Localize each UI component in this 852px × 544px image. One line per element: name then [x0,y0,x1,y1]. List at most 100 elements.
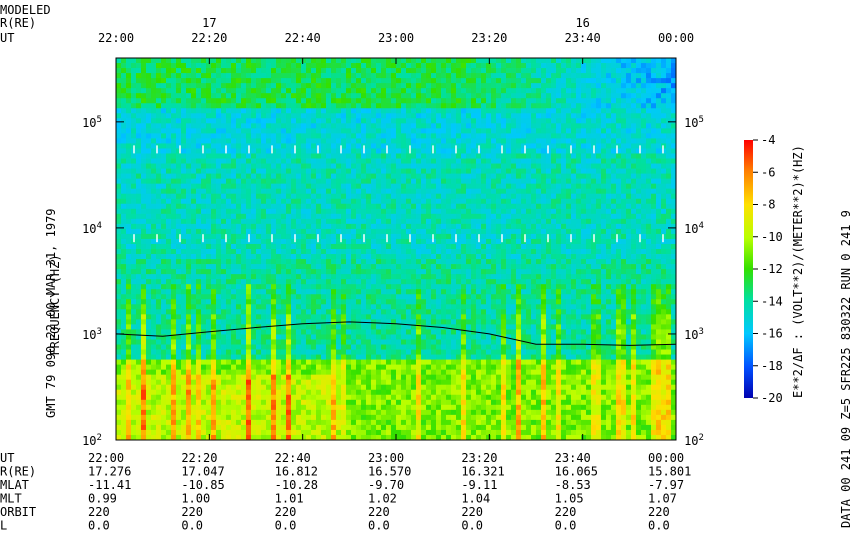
heatmap-cell [366,264,372,270]
heatmap-cell [166,198,172,205]
heatmap-cell [321,63,327,69]
heatmap-cell [276,289,282,295]
heatmap-cell [251,213,257,220]
heatmap-cell [161,88,167,94]
heatmap-cell [366,93,372,99]
heatmap-cell [201,108,207,114]
heatmap-cell [301,223,307,230]
heatmap-cell [356,183,362,190]
heatmap-cell [296,178,302,185]
heatmap-cell [411,168,417,175]
heatmap-cell [406,329,412,335]
heatmap-cell [416,364,422,371]
heatmap-cell [246,93,252,99]
heatmap-cell [441,118,447,124]
heatmap-cell [241,394,247,401]
heatmap-cell [316,429,322,436]
heatmap-cell [206,339,212,345]
heatmap-cell [381,218,387,225]
heatmap-cell [186,364,192,371]
heatmap-cell [386,118,392,124]
heatmap-cell [181,223,187,230]
heatmap-cell [381,148,387,154]
heatmap-cell [281,238,287,245]
heatmap-cell [126,299,132,305]
heatmap-cell [436,364,442,371]
heatmap-cell [331,203,337,210]
heatmap-cell [156,434,162,441]
heatmap-cell [391,98,397,104]
heatmap-cell [171,68,177,74]
heatmap-cell [226,218,232,225]
heatmap-cell [141,409,147,416]
heatmap-cell [316,404,322,411]
heatmap-cell [321,399,327,406]
heatmap-cell [171,324,177,330]
heatmap-cell [216,208,222,215]
heatmap-cell [196,369,202,376]
heatmap-cell [181,279,187,285]
heatmap-cell [256,319,262,325]
heatmap-cell [196,198,202,205]
heatmap-cell [146,434,152,441]
heatmap-cell [256,429,262,436]
heatmap-cell [186,158,192,164]
heatmap-cell [191,344,197,350]
heatmap-cell [126,399,132,406]
heatmap-cell [341,379,347,386]
heatmap-cell [146,394,152,401]
heatmap-cell [336,339,342,345]
heatmap-cell [441,163,447,169]
heatmap-cell [236,63,242,69]
heatmap-cell [381,58,387,64]
heatmap-cell [156,228,162,235]
heatmap-cell [146,83,152,89]
heatmap-cell [266,63,272,69]
heatmap-cell [281,228,287,235]
heatmap-cell [211,364,217,371]
heatmap-cell [391,178,397,185]
heatmap-cell [221,274,227,280]
heatmap-cell [286,399,292,406]
heatmap-cell [261,88,267,94]
heatmap-cell [251,73,257,79]
heatmap-cell [316,243,322,250]
heatmap-cell [391,208,397,215]
heatmap-cell [221,183,227,190]
heatmap-cell [251,113,257,119]
heatmap-cell [266,434,272,441]
heatmap-cell [151,173,157,180]
heatmap-cell [161,98,167,104]
heatmap-cell [236,389,242,396]
heatmap-cell [396,118,402,124]
heatmap-cell [396,158,402,164]
heatmap-cell [291,314,297,320]
heatmap-cell [356,434,362,441]
heatmap-cell [146,414,152,421]
heatmap-cell [306,233,312,240]
heatmap-cell [426,259,432,265]
heatmap-cell [406,399,412,406]
heatmap-cell [191,269,197,275]
heatmap-cell [356,329,362,335]
heatmap-cell [371,389,377,396]
heatmap-cell [396,389,402,396]
heatmap-cell [271,228,277,235]
heatmap-cell [241,294,247,300]
heatmap-cell [421,389,427,396]
heatmap-cell [326,324,332,330]
heatmap-cell [136,434,142,441]
heatmap-cell [366,228,372,235]
heatmap-cell [286,103,292,109]
heatmap-cell [286,334,292,340]
heatmap-cell [166,108,172,114]
heatmap-cell [351,389,357,396]
heatmap-cell [231,103,237,109]
heatmap-cell [306,274,312,280]
heatmap-cell [441,78,447,84]
heatmap-cell [406,148,412,154]
heatmap-cell [236,58,242,64]
heatmap-cell [306,118,312,124]
heatmap-cell [171,183,177,190]
heatmap-cell [146,249,152,255]
